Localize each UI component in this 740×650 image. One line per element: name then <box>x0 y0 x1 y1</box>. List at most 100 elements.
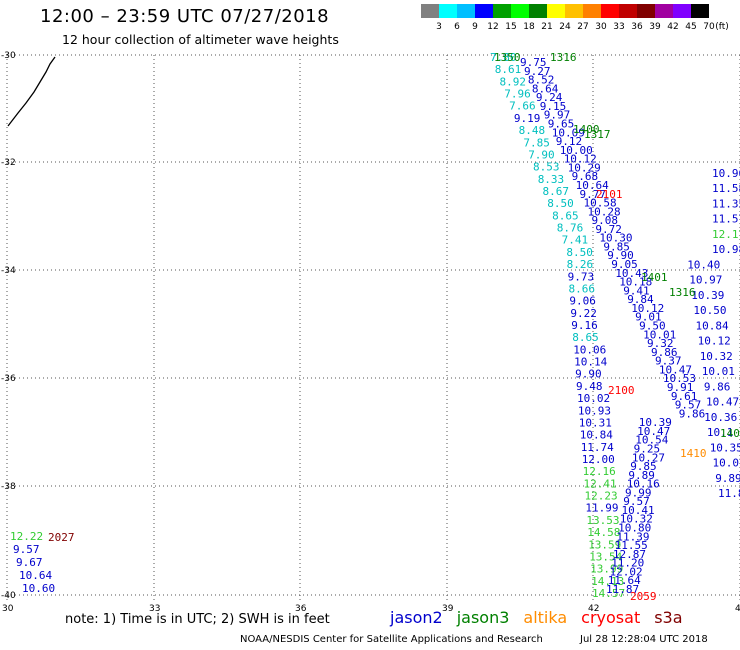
wave-height-label: 12.16 <box>583 465 616 478</box>
wave-height-label: 9.08 <box>592 214 619 227</box>
wave-height-label: 11.55 <box>615 539 648 552</box>
time-label: 1316 <box>550 51 577 64</box>
legend-tick: 24 <box>559 22 571 32</box>
wave-height-label: 11.64 <box>608 574 641 587</box>
y-axis-label: -32 <box>1 158 16 168</box>
time-label: 2059 <box>630 590 657 603</box>
y-axis-label: -36 <box>1 374 16 384</box>
axis-labels: -30 -32 -34 -36 -38 -40 30 33 36 39 42 45 <box>1 51 740 614</box>
legend-tick: 45 <box>685 22 697 32</box>
wave-height-label: 10.80 <box>618 522 651 535</box>
wave-height-label: 10.14 <box>574 356 607 369</box>
wave-height-label: 10.98 <box>712 243 740 256</box>
coastline <box>7 56 56 127</box>
wave-height-label: 9.89 <box>715 472 740 485</box>
wave-height-label: 9.91 <box>667 381 694 394</box>
wave-height-label: 9.37 <box>655 355 682 368</box>
wave-height-label: 10.02 <box>577 392 610 405</box>
wave-height-label: 9.57 <box>623 495 650 508</box>
wave-height-label: 9.32 <box>647 337 674 350</box>
wave-height-label: 11.20 <box>611 557 644 570</box>
wave-height-label: 10.28 <box>588 205 621 218</box>
legend-swatch <box>457 4 475 18</box>
wave-height-label: 10.12 <box>564 153 597 166</box>
time-label: 140 <box>720 427 740 440</box>
wave-height-label: 12.23 <box>585 490 618 503</box>
wave-height-label: 7.90 <box>528 149 555 162</box>
wave-height-label: 10.09 <box>552 126 585 139</box>
wave-height-label: 8.26 <box>567 258 594 271</box>
wave-height-label: 9.15 <box>540 100 567 113</box>
wave-height-label: 11.58 <box>712 182 740 195</box>
wave-height-label: 10.32 <box>700 350 733 363</box>
wave-height-label: 8.53 <box>533 161 560 174</box>
wave-height-label: 10.97 <box>689 274 722 287</box>
legend-tick: 21 <box>541 22 553 32</box>
wave-height-label: 10.06 <box>573 343 606 356</box>
x-axis-label: 45 <box>735 604 740 614</box>
wave-height-label: 11.74 <box>581 441 614 454</box>
wave-height-label: 9.50 <box>639 320 666 333</box>
satellite-s3a: s3a <box>654 608 683 627</box>
time-label: 1401 <box>641 271 668 284</box>
legend-swatch <box>529 4 547 18</box>
legend-swatch <box>421 4 439 18</box>
legend-tick: 30 <box>595 22 607 32</box>
wave-height-label: 9.99 <box>625 486 652 499</box>
legend-swatch <box>439 4 457 18</box>
wave-height-label: 9.25 <box>634 443 661 456</box>
wave-height-label: 10.54 <box>635 434 668 447</box>
wave-height-label: 10.47 <box>706 396 739 409</box>
wave-height-label: 11.39 <box>616 530 649 543</box>
wave-height-label: 7.96 <box>504 88 531 101</box>
time-label: 2101 <box>596 188 623 201</box>
wave-height-label: 10.39 <box>691 289 724 302</box>
wave-height-label: 8.50 <box>566 246 593 259</box>
wave-height-label: 8.50 <box>547 197 574 210</box>
wave-height-label: 9.84 <box>627 293 654 306</box>
wave-height-label: 10.07 <box>713 457 740 470</box>
wave-height-label: 9.86 <box>704 380 731 393</box>
legend-swatch <box>583 4 601 18</box>
wave-height-label: 9.90 <box>575 368 602 381</box>
wave-height-label: 13.54 <box>589 551 622 564</box>
wave-height-label: 9.73 <box>568 270 595 283</box>
wave-height-label: 7.66 <box>509 100 535 113</box>
legend-swatch <box>493 4 511 18</box>
y-axis-label: -40 <box>1 591 16 601</box>
legend-swatch <box>475 4 493 18</box>
wave-height-label: 12.02 <box>610 565 643 578</box>
wave-height-label: 10.1 <box>707 426 734 439</box>
wave-height-label: 9.86 <box>679 407 706 420</box>
y-axis-label: -34 <box>1 266 16 276</box>
wave-height-label: 10.39 <box>639 416 672 429</box>
wave-height-label: 9.75 <box>520 56 547 69</box>
wave-height-label: 9.06 <box>569 295 596 308</box>
wave-height-label: 10.60 <box>22 582 55 595</box>
legend-swatch <box>511 4 529 18</box>
wave-height-label: 9.86 <box>651 346 678 359</box>
wave-height-label: 10.31 <box>579 417 612 430</box>
footer-credit: NOAA/NESDIS Center for Satellite Applica… <box>240 634 543 645</box>
wave-height-label: 8.66 <box>569 283 596 296</box>
legend-tick: 6 <box>454 22 460 32</box>
legend-tick: 15 <box>505 22 517 32</box>
time-label: 1410 <box>680 447 707 460</box>
x-axis-label: 36 <box>295 604 307 614</box>
wave-height-label: 9.89 <box>628 469 655 482</box>
wave-height-label: 10.43 <box>615 267 648 280</box>
x-axis-label: 42 <box>588 604 599 614</box>
wave-height-label: 9.97 <box>544 109 571 122</box>
legend-tick: 36 <box>631 22 643 32</box>
legend-tick: 18 <box>523 22 535 32</box>
y-axis-label: -38 <box>1 482 16 492</box>
wave-height-label: 9.77 <box>580 188 607 201</box>
wave-height-label: 9.61 <box>671 390 698 403</box>
wave-height-label: 9.57 <box>13 543 40 556</box>
time-label: 1400 <box>573 123 600 136</box>
x-axis-label: 33 <box>149 604 160 614</box>
wave-height-label: 7.80 <box>490 51 517 64</box>
wave-height-label: 9.01 <box>635 311 662 324</box>
wave-height-label: 10.30 <box>599 232 632 245</box>
wave-height-label: 10.00 <box>560 144 593 157</box>
